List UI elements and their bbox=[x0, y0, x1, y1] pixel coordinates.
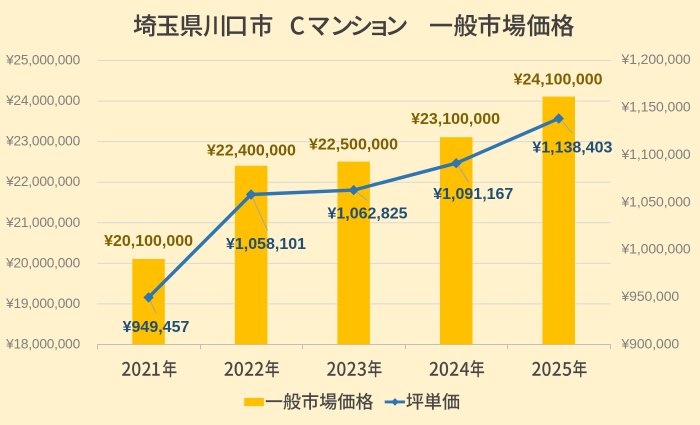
svg-text:¥1,200,000: ¥1,200,000 bbox=[621, 51, 691, 67]
svg-text:¥22,500,000: ¥22,500,000 bbox=[309, 137, 398, 154]
svg-text:¥1,150,000: ¥1,150,000 bbox=[621, 99, 691, 115]
svg-text:¥1,058,101: ¥1,058,101 bbox=[226, 236, 306, 253]
svg-text:¥949,457: ¥949,457 bbox=[123, 319, 190, 336]
svg-text:¥21,000,000: ¥21,000,000 bbox=[5, 215, 81, 230]
svg-text:¥1,138,403: ¥1,138,403 bbox=[532, 139, 612, 156]
svg-text:¥24,100,000: ¥24,100,000 bbox=[514, 71, 603, 88]
svg-text:¥1,100,000: ¥1,100,000 bbox=[621, 146, 691, 162]
svg-text:¥22,000,000: ¥22,000,000 bbox=[5, 174, 81, 189]
svg-text:¥19,000,000: ¥19,000,000 bbox=[5, 296, 81, 311]
svg-text:¥20,100,000: ¥20,100,000 bbox=[104, 233, 193, 250]
svg-text:¥23,000,000: ¥23,000,000 bbox=[5, 134, 81, 149]
svg-text:¥1,062,825: ¥1,062,825 bbox=[327, 205, 407, 222]
svg-text:¥24,000,000: ¥24,000,000 bbox=[5, 93, 81, 108]
svg-text:¥18,000,000: ¥18,000,000 bbox=[5, 337, 81, 352]
svg-text:¥1,050,000: ¥1,050,000 bbox=[621, 193, 691, 209]
svg-text:¥20,000,000: ¥20,000,000 bbox=[5, 255, 81, 270]
svg-text:¥25,000,000: ¥25,000,000 bbox=[5, 52, 81, 67]
svg-text:¥22,400,000: ¥22,400,000 bbox=[207, 142, 296, 159]
svg-text:¥900,000: ¥900,000 bbox=[621, 335, 680, 351]
svg-text:¥1,091,167: ¥1,091,167 bbox=[433, 186, 513, 203]
svg-text:¥23,100,000: ¥23,100,000 bbox=[411, 111, 500, 128]
svg-text:¥950,000: ¥950,000 bbox=[621, 288, 680, 304]
svg-text:¥1,000,000: ¥1,000,000 bbox=[621, 241, 691, 257]
